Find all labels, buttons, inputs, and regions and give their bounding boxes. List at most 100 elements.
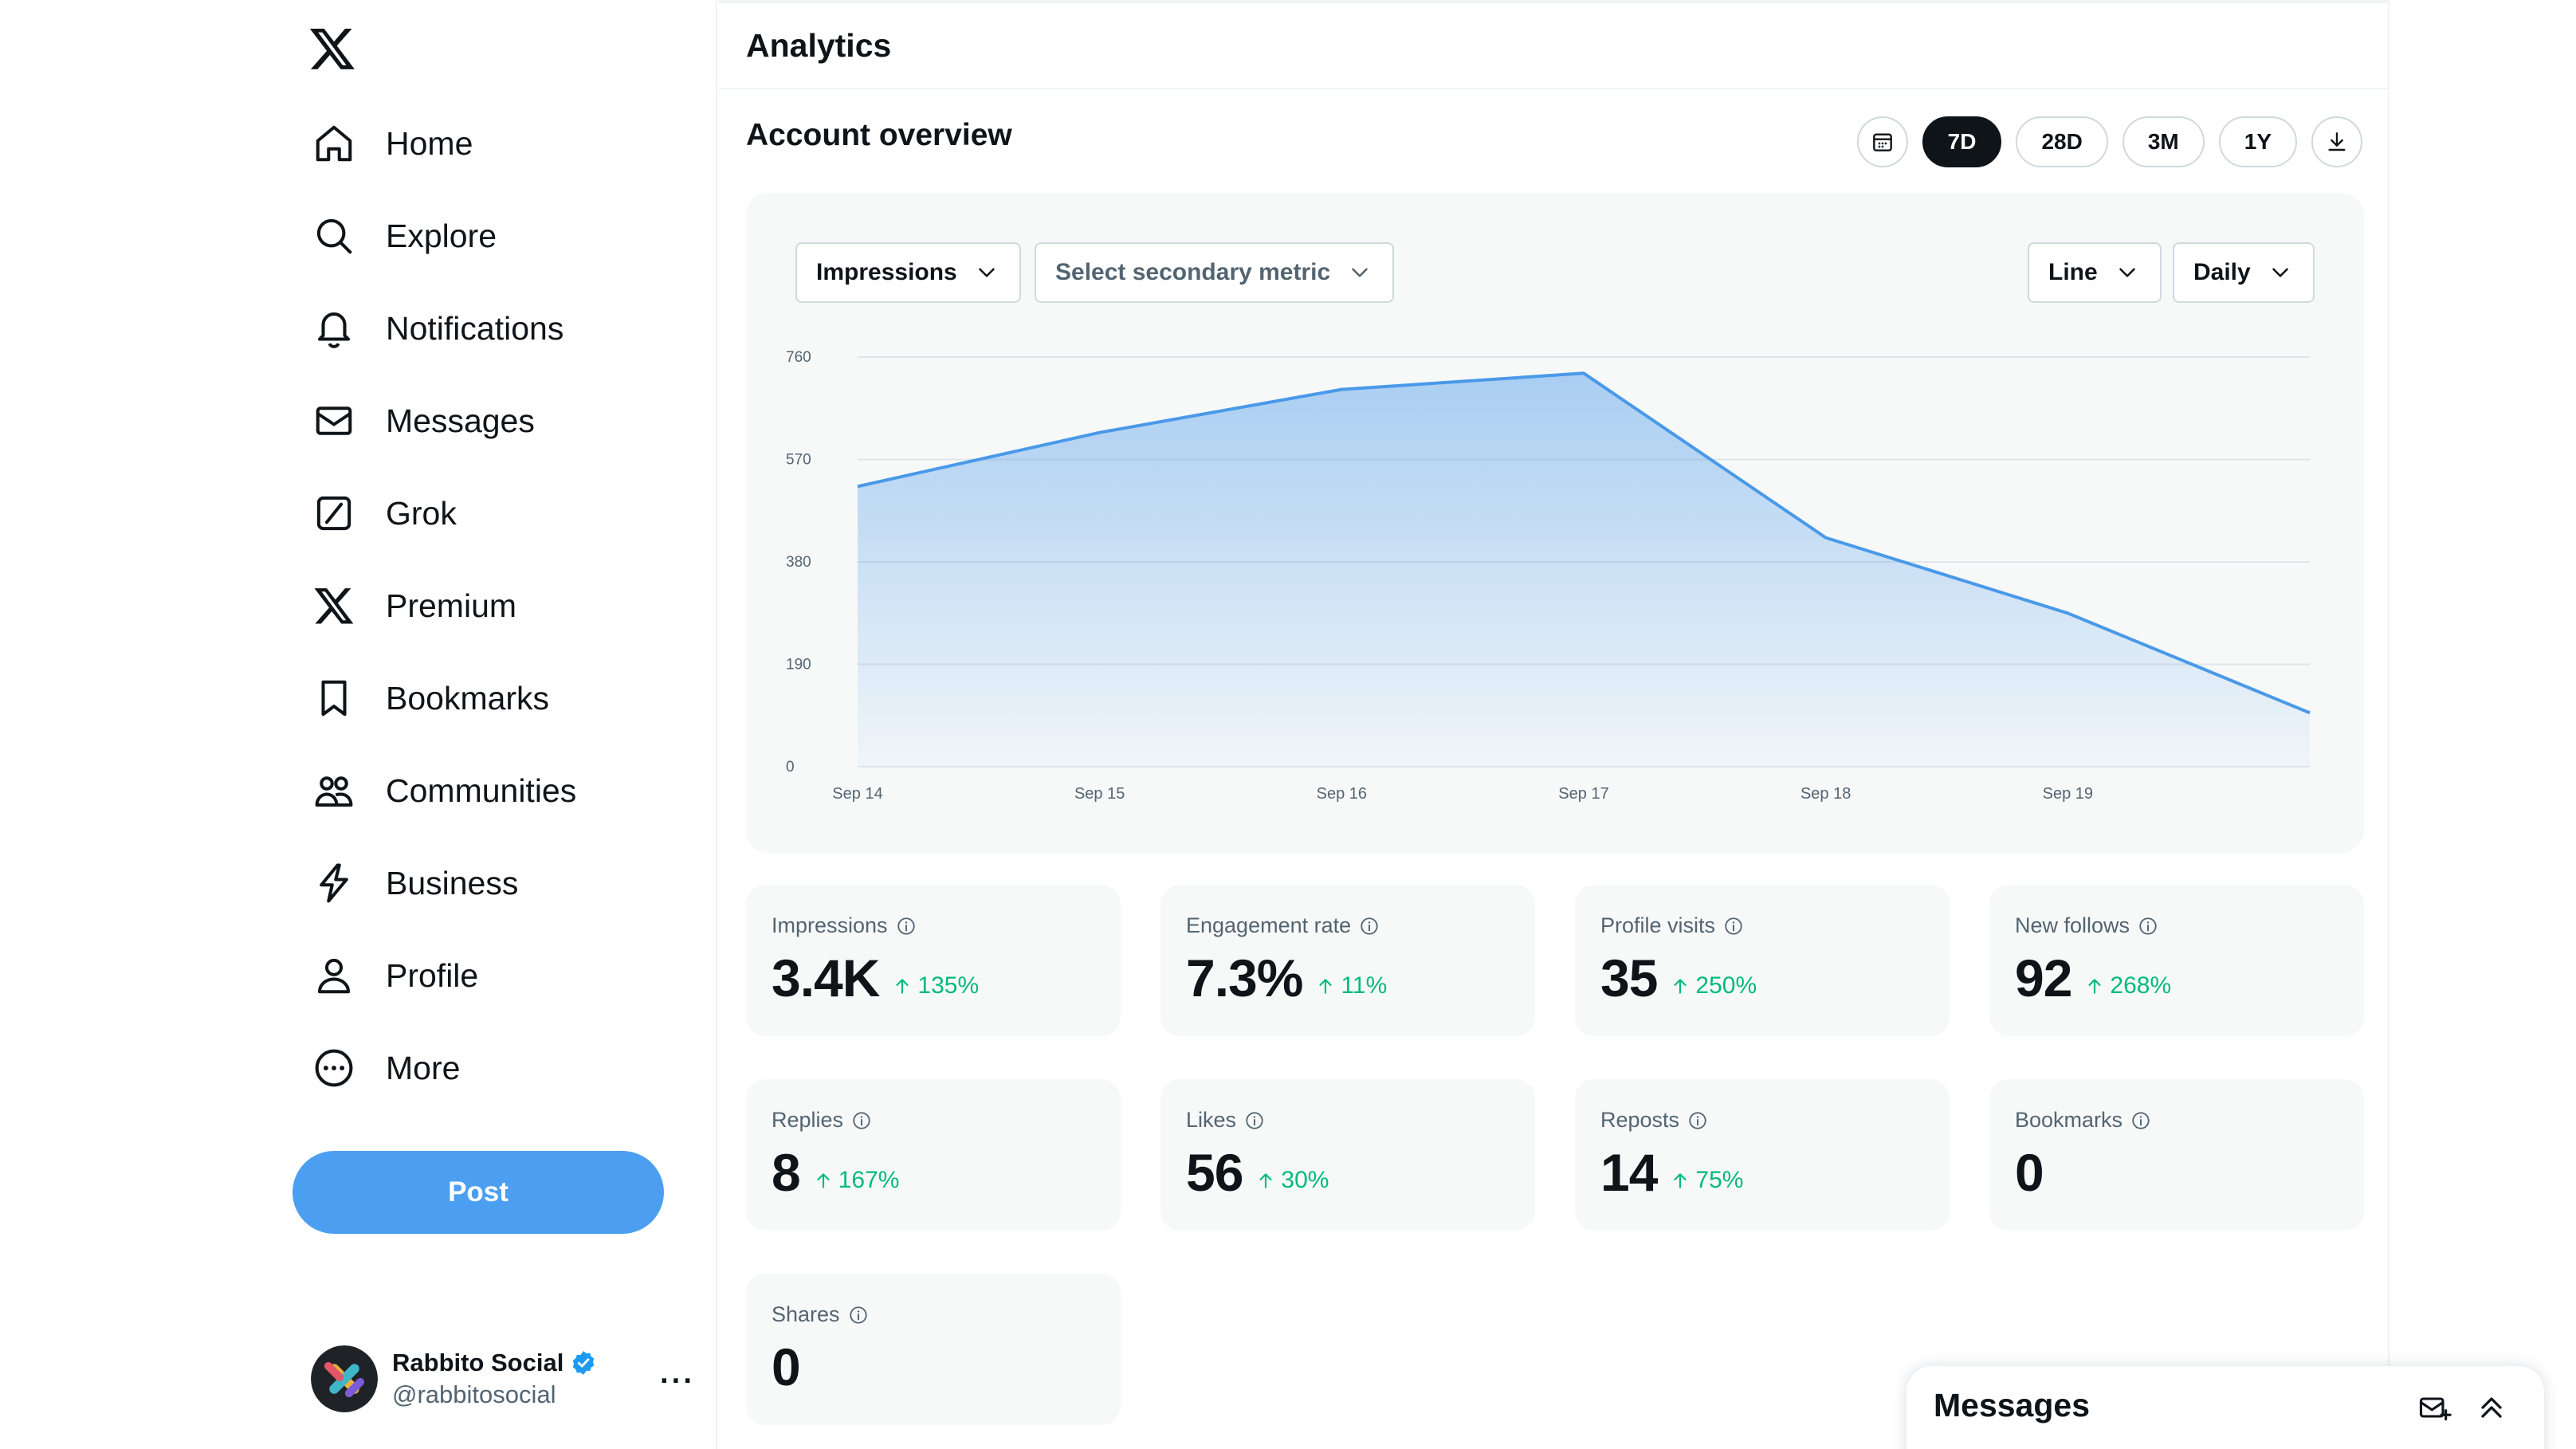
range-28d-button[interactable]: 28D <box>2016 116 2108 167</box>
new-message-icon[interactable] <box>2417 1390 2452 1425</box>
range-1y-button[interactable]: 1Y <box>2218 116 2297 167</box>
stat-label: New follows <box>2015 913 2130 937</box>
y-tick-label: 190 <box>786 657 811 673</box>
series-area <box>858 373 2310 767</box>
x-tick-label: Sep 15 <box>1074 785 1125 803</box>
info-icon[interactable] <box>1723 916 1744 937</box>
info-icon[interactable] <box>1359 916 1380 937</box>
info-icon[interactable] <box>851 1110 872 1131</box>
calendar-button[interactable] <box>1856 116 1908 167</box>
post-button[interactable]: Post <box>293 1151 664 1234</box>
bell-icon <box>312 307 355 350</box>
interval-dropdown[interactable]: Daily <box>2173 242 2315 303</box>
sidebar-item-label: Explore <box>386 217 497 254</box>
arrow-up-icon <box>817 1173 830 1188</box>
series-line <box>857 371 2311 715</box>
chevron-down-icon <box>2272 268 2288 277</box>
verified-badge-icon <box>570 1349 597 1376</box>
chart-card: Impressions Select secondary metric Line… <box>746 193 2364 853</box>
stat-value: 0 <box>772 1337 801 1396</box>
interval-label: Daily <box>2193 259 2251 285</box>
chart-type-dropdown[interactable]: Line <box>2028 242 2162 303</box>
info-icon[interactable] <box>1687 1110 1708 1131</box>
chevron-down-icon <box>2119 268 2135 277</box>
info-icon[interactable] <box>1244 1110 1265 1131</box>
stat-card-profile-visits: Profile visits 35 250% <box>1575 885 1950 1036</box>
stat-value: 14 <box>1600 1143 1658 1202</box>
sidebar-item-explore[interactable]: Explore <box>296 198 512 274</box>
arrow-up-icon <box>1674 1173 1687 1188</box>
home-icon <box>312 122 355 165</box>
info-icon[interactable] <box>848 1305 869 1325</box>
arrow-up-icon <box>1259 1173 1273 1188</box>
y-tick-label: 380 <box>786 554 811 571</box>
arrow-up-icon <box>2088 979 2102 994</box>
account-switcher[interactable]: Rabbito Social @rabbitosocial ··· <box>296 1333 695 1425</box>
info-icon[interactable] <box>2138 916 2158 937</box>
stat-change: 11% <box>1315 972 1387 999</box>
page-title: Analytics <box>746 27 892 64</box>
sidebar-item-notifications[interactable]: Notifications <box>296 290 579 367</box>
sidebar-item-label: More <box>386 1049 461 1086</box>
lightning-icon <box>312 862 355 905</box>
info-icon[interactable] <box>896 916 917 937</box>
messages-drawer[interactable]: Messages <box>1906 1366 2544 1449</box>
sidebar-item-home[interactable]: Home <box>296 105 489 182</box>
stat-card-shares: Shares 0 <box>746 1274 1121 1425</box>
people-icon <box>312 769 355 812</box>
sidebar-item-communities[interactable]: Communities <box>296 752 592 829</box>
person-icon <box>312 954 355 997</box>
range-3m-button[interactable]: 3M <box>2122 116 2205 167</box>
chevron-down-icon <box>1352 268 1368 277</box>
download-icon <box>2328 132 2346 151</box>
stat-card-reposts: Reposts 14 75% <box>1575 1079 1950 1231</box>
impressions-chart: 0 190 380 570 760 Sep 14 Sep 15 Sep 16 Sep 17 Sep… <box>786 349 2311 803</box>
stat-change: 250% <box>1670 972 1757 999</box>
sidebar-item-label: Communities <box>386 772 577 809</box>
x-logo-icon[interactable] <box>308 24 357 73</box>
stat-value: 7.3% <box>1186 948 1303 1007</box>
stat-label: Likes <box>1186 1108 1237 1132</box>
sidebar-item-bookmarks[interactable]: Bookmarks <box>296 660 565 736</box>
sidebar-item-messages[interactable]: Messages <box>296 383 551 459</box>
stat-card-likes: Likes 56 30% <box>1160 1079 1535 1231</box>
chevron-up-double-icon[interactable] <box>2474 1390 2509 1425</box>
calendar-icon <box>1872 133 1892 151</box>
stat-card-engagement-rate: Engagement rate 7.3% 11% <box>1160 885 1535 1036</box>
stat-change: 268% <box>2084 972 2171 999</box>
arrow-up-icon <box>896 979 909 994</box>
account-handle: @rabbitosocial <box>392 1380 556 1408</box>
sidebar-item-label: Messages <box>386 402 535 439</box>
range-7d-button[interactable]: 7D <box>1922 116 2002 167</box>
chevron-down-icon <box>978 268 995 277</box>
y-tick-label: 0 <box>786 759 795 776</box>
messages-drawer-title: Messages <box>1934 1387 2091 1423</box>
info-icon[interactable] <box>2130 1110 2151 1131</box>
sidebar-item-profile[interactable]: Profile <box>296 937 494 1014</box>
account-more-icon[interactable]: ··· <box>660 1365 695 1398</box>
stat-label: Profile visits <box>1600 913 1716 937</box>
primary-metric-dropdown[interactable]: Impressions <box>795 242 1021 303</box>
stat-value: 56 <box>1186 1143 1243 1202</box>
account-name: Rabbito Social <box>392 1349 564 1376</box>
x-tick-label: Sep 17 <box>1558 785 1608 803</box>
sidebar-item-grok[interactable]: Grok <box>296 475 473 552</box>
sidebar-item-label: Notifications <box>386 309 564 347</box>
bookmark-icon <box>312 677 355 720</box>
sidebar-item-business[interactable]: Business <box>296 845 534 921</box>
secondary-metric-dropdown[interactable]: Select secondary metric <box>1035 242 1395 303</box>
sidebar-item-label: Profile <box>386 956 479 994</box>
sidebar-item-more[interactable]: More <box>296 1030 476 1106</box>
stat-value: 92 <box>2015 948 2072 1007</box>
arrow-up-icon <box>1674 979 1687 994</box>
sidebar: Home Explore Notifications Messages Grok… <box>0 0 717 1449</box>
x-tick-label: Sep 16 <box>1317 785 1367 803</box>
chart-type-label: Line <box>2048 259 2098 285</box>
secondary-metric-label: Select secondary metric <box>1055 259 1331 285</box>
sidebar-item-premium[interactable]: Premium <box>296 567 532 644</box>
stat-label: Engagement rate <box>1186 913 1352 937</box>
download-button[interactable] <box>2311 116 2362 167</box>
stat-change: 30% <box>1255 1167 1329 1194</box>
x-logo-icon <box>312 584 355 627</box>
search-icon <box>312 214 355 257</box>
